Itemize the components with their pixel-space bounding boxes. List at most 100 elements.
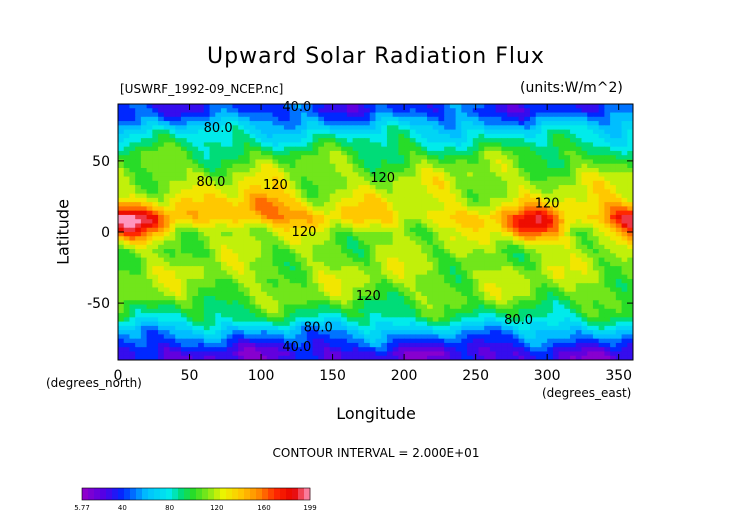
contour-cell bbox=[392, 159, 399, 165]
contour-cell bbox=[238, 150, 245, 156]
contour-cell bbox=[467, 253, 474, 259]
contour-cell bbox=[175, 104, 182, 109]
contour-cell bbox=[512, 121, 520, 126]
contour-cell bbox=[478, 291, 485, 297]
contour-cell bbox=[432, 296, 440, 301]
contour-cell bbox=[221, 244, 228, 250]
contour-cell bbox=[221, 202, 228, 207]
contour-cell bbox=[318, 163, 325, 169]
contour-cell bbox=[175, 133, 182, 139]
contour-cell bbox=[364, 236, 371, 242]
contour-cell bbox=[198, 232, 205, 237]
contour-cell bbox=[386, 146, 394, 152]
contour-cell bbox=[306, 334, 314, 340]
contour-cell bbox=[358, 334, 365, 340]
contour-cell bbox=[123, 168, 131, 173]
contour-cell bbox=[163, 142, 171, 148]
contour-cell bbox=[564, 300, 571, 306]
contour-cell bbox=[266, 240, 274, 246]
contour-cell bbox=[415, 300, 422, 306]
contour-cell bbox=[306, 104, 314, 109]
contour-cell bbox=[186, 274, 193, 280]
contour-cell bbox=[564, 112, 571, 118]
contour-cell bbox=[415, 270, 422, 276]
contour-cell bbox=[203, 202, 211, 207]
contour-cell bbox=[272, 219, 279, 225]
contour-cell bbox=[610, 227, 617, 233]
contour-cell bbox=[180, 206, 188, 212]
contour-cell bbox=[587, 142, 594, 148]
contour-cell bbox=[449, 129, 457, 135]
contour-cell bbox=[501, 334, 508, 340]
contour-cell bbox=[461, 244, 468, 250]
contour-cell bbox=[329, 121, 337, 126]
contour-cell bbox=[507, 283, 514, 289]
contour-cell bbox=[221, 121, 228, 126]
contour-cell bbox=[283, 168, 291, 173]
contour-cell bbox=[140, 197, 148, 203]
contour-cell bbox=[123, 296, 131, 301]
contour-cell bbox=[129, 172, 136, 178]
contour-cell bbox=[364, 189, 371, 195]
contour-cell bbox=[318, 240, 325, 246]
contour-cell bbox=[329, 304, 337, 310]
contour-cell bbox=[386, 236, 394, 242]
contour-cell bbox=[180, 193, 188, 199]
contour-cell bbox=[283, 197, 291, 203]
contour-cell bbox=[375, 232, 382, 237]
contour-cell bbox=[146, 287, 153, 293]
contour-cell bbox=[552, 287, 560, 293]
contour-cell bbox=[158, 296, 165, 301]
contour-cell bbox=[610, 214, 617, 220]
contour-cell bbox=[610, 150, 617, 156]
contour-cell bbox=[261, 244, 268, 250]
contour-cell bbox=[238, 142, 245, 148]
contour-cell bbox=[386, 189, 394, 195]
contour-cell bbox=[467, 244, 474, 250]
contour-cell bbox=[346, 274, 354, 280]
contour-cell bbox=[364, 206, 371, 212]
contour-cell bbox=[484, 219, 491, 225]
contour-cell bbox=[530, 142, 537, 148]
contour-cell bbox=[615, 334, 623, 340]
contour-cell bbox=[489, 325, 497, 331]
contour-cell bbox=[570, 108, 577, 114]
contour-cell bbox=[329, 278, 337, 284]
contour-cell bbox=[158, 261, 165, 267]
contour-cell bbox=[501, 138, 508, 143]
contour-cell bbox=[215, 108, 222, 114]
contour-cell bbox=[541, 104, 548, 109]
contour-cell bbox=[289, 253, 296, 259]
contour-cell bbox=[547, 112, 554, 118]
contour-cell bbox=[478, 142, 485, 148]
contour-cell bbox=[489, 304, 497, 310]
contour-cell bbox=[198, 185, 205, 190]
contour-cell bbox=[558, 168, 565, 173]
contour-cell bbox=[329, 129, 337, 135]
contour-cell bbox=[186, 138, 193, 143]
contour-cell bbox=[524, 121, 531, 126]
contour-cell bbox=[232, 155, 239, 161]
contour-cell bbox=[203, 185, 211, 190]
contour-cell bbox=[581, 334, 588, 340]
contour-cell bbox=[215, 244, 222, 250]
contour-cell bbox=[449, 244, 457, 250]
contour-cell bbox=[283, 138, 291, 143]
contour-cell bbox=[238, 330, 245, 335]
contour-cell bbox=[140, 249, 148, 254]
contour-cell bbox=[507, 300, 514, 306]
contour-cell bbox=[444, 334, 451, 340]
contour-cell bbox=[186, 334, 193, 340]
contour-cell bbox=[324, 159, 331, 165]
contour-cell bbox=[352, 296, 359, 301]
contour-cell bbox=[346, 108, 354, 114]
contour-cell bbox=[592, 257, 600, 263]
contour-cell bbox=[272, 270, 279, 276]
contour-cell bbox=[335, 202, 342, 207]
contour-cell bbox=[478, 304, 485, 310]
contour-cell bbox=[335, 278, 342, 284]
contour-cell bbox=[301, 291, 308, 297]
contour-cell bbox=[324, 244, 331, 250]
contour-cell bbox=[535, 133, 543, 139]
contour-cell bbox=[152, 197, 159, 203]
